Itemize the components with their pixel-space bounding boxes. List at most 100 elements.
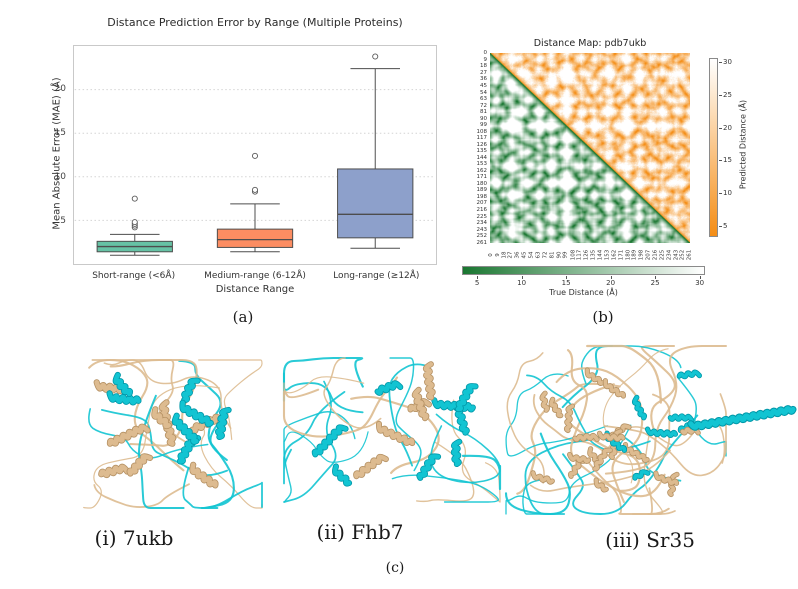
y-tick-label: 36 bbox=[480, 76, 487, 83]
protein-1-label: (i) 7ukb bbox=[94, 526, 174, 550]
true-distance-colorbar bbox=[462, 266, 705, 275]
colorbar-tick-label: 15 bbox=[561, 279, 571, 287]
helix-ribbon bbox=[375, 381, 403, 396]
helix-ribbon bbox=[152, 407, 171, 429]
ribbon-loop bbox=[323, 357, 382, 429]
helix-ribbon bbox=[585, 368, 605, 386]
y-tick-label: 144 bbox=[476, 154, 488, 161]
y-tick-label: 180 bbox=[476, 180, 488, 187]
y-tick-label: 99 bbox=[480, 122, 487, 129]
y-tick-label: 20 bbox=[54, 84, 66, 94]
y-tick-label: 153 bbox=[476, 161, 488, 168]
helix-ribbon bbox=[190, 462, 218, 488]
box bbox=[216, 228, 294, 248]
x-tick-label: 261 bbox=[686, 249, 693, 261]
panel-b-label: (b) bbox=[592, 308, 614, 326]
helix-ribbon bbox=[423, 362, 435, 400]
predicted-distance-colorbar bbox=[709, 58, 718, 237]
colorbar-tick-label: 20 bbox=[723, 123, 732, 132]
distance-map-canvas bbox=[490, 53, 690, 243]
protein-overlay-7ukb bbox=[83, 358, 263, 510]
y-tick-label: 189 bbox=[476, 187, 488, 194]
helix-ribbon bbox=[172, 413, 199, 444]
y-tick-label: 63 bbox=[480, 96, 487, 103]
helix-ribbon bbox=[568, 459, 586, 479]
helix-ribbon bbox=[376, 421, 415, 446]
y-tick-label: 9 bbox=[483, 56, 488, 63]
helix-ribbon bbox=[412, 387, 429, 421]
colorbar-tick-label: 10 bbox=[723, 189, 732, 198]
y-tick-label: 45 bbox=[480, 82, 487, 89]
y-tick-label: 18 bbox=[480, 63, 487, 70]
colorbar-tick bbox=[719, 160, 722, 162]
x-tick-label: Short-range (<6Å) bbox=[92, 271, 176, 281]
distance-map-title: Distance Map: pdb7ukb bbox=[533, 38, 647, 49]
ribbon-loop bbox=[389, 357, 422, 472]
panel-c-label: (c) bbox=[385, 560, 405, 576]
tail-helix bbox=[688, 406, 796, 430]
helix-ribbon bbox=[593, 448, 612, 471]
ribbon-loop bbox=[506, 352, 545, 484]
colorbar-tick bbox=[719, 94, 722, 96]
ribbon-loop bbox=[93, 483, 190, 508]
helix-ribbon bbox=[668, 414, 694, 423]
y-tick-label: 171 bbox=[476, 174, 488, 181]
ribbon-loop bbox=[198, 359, 263, 440]
ribbon-loop bbox=[200, 416, 235, 510]
boxplot-title: Distance Prediction Error by Range (Mult… bbox=[107, 16, 403, 29]
helix-ribbon bbox=[564, 404, 575, 433]
outlier-point bbox=[251, 152, 259, 159]
ribbon-loop bbox=[505, 424, 632, 515]
helix-ribbon bbox=[567, 452, 591, 464]
ribbon-loop bbox=[562, 414, 699, 515]
helix-ribbon bbox=[451, 439, 462, 467]
helix-ribbon bbox=[432, 398, 476, 412]
colorbar-tick bbox=[719, 61, 722, 63]
boxplot-plot-area bbox=[73, 45, 437, 265]
protein-overlay-sr35 bbox=[504, 344, 797, 516]
helix-ribbon bbox=[633, 470, 650, 480]
helix-ribbon bbox=[215, 407, 231, 440]
colorbar-tick-label: 25 bbox=[650, 279, 660, 287]
boxplot-x-axis-label: Distance Range bbox=[215, 284, 295, 295]
ribbon-loop bbox=[388, 363, 431, 467]
colorbar-tick bbox=[566, 276, 568, 279]
helix-ribbon bbox=[99, 464, 130, 478]
helix-ribbon bbox=[107, 391, 141, 405]
boxplot-y-axis-label: Mean Absolute Error (MAE) (Å) bbox=[51, 77, 63, 230]
y-tick-label: 81 bbox=[480, 109, 487, 116]
helix-ribbon bbox=[677, 370, 702, 379]
outlier-point bbox=[131, 195, 138, 202]
y-tick-label: 198 bbox=[476, 193, 488, 200]
ribbon-loop bbox=[137, 394, 185, 509]
ribbon-loop bbox=[676, 376, 727, 457]
helix-ribbon bbox=[573, 433, 599, 442]
ribbon-loop bbox=[505, 373, 608, 457]
ribbon-loop bbox=[283, 431, 369, 463]
y-tick-label: 261 bbox=[476, 239, 488, 246]
helix-ribbon bbox=[603, 378, 626, 398]
y-tick-label: 216 bbox=[476, 207, 488, 213]
outlier-point bbox=[251, 186, 259, 193]
ribbon-loop bbox=[504, 432, 571, 516]
helix-ribbon bbox=[180, 400, 214, 427]
protein-3-label: (iii) Sr35 bbox=[605, 528, 695, 552]
y-tick-label: 108 bbox=[476, 128, 488, 135]
y-tick-label: 234 bbox=[476, 220, 488, 227]
y-tick-label: 10 bbox=[54, 172, 66, 182]
true-distance-colorbar-label: True Distance (Å) bbox=[549, 288, 618, 297]
outlier-point bbox=[131, 219, 138, 226]
ribbon-loop bbox=[178, 359, 228, 462]
ribbon-loop bbox=[283, 391, 346, 485]
colorbar-tick-label: 30 bbox=[695, 279, 705, 287]
predicted-distance-colorbar-label: Predicted Distance (Å) bbox=[738, 99, 748, 190]
ribbon-loop bbox=[416, 441, 475, 503]
ribbon-loop bbox=[391, 474, 500, 503]
helix-ribbon bbox=[417, 454, 441, 481]
colorbar-tick bbox=[610, 276, 612, 279]
colorbar-tick-label: 10 bbox=[517, 279, 527, 287]
colorbar-tick-label: 25 bbox=[723, 90, 732, 99]
ribbon-loop bbox=[103, 359, 232, 429]
box bbox=[337, 168, 414, 239]
helix-ribbon bbox=[181, 378, 200, 403]
